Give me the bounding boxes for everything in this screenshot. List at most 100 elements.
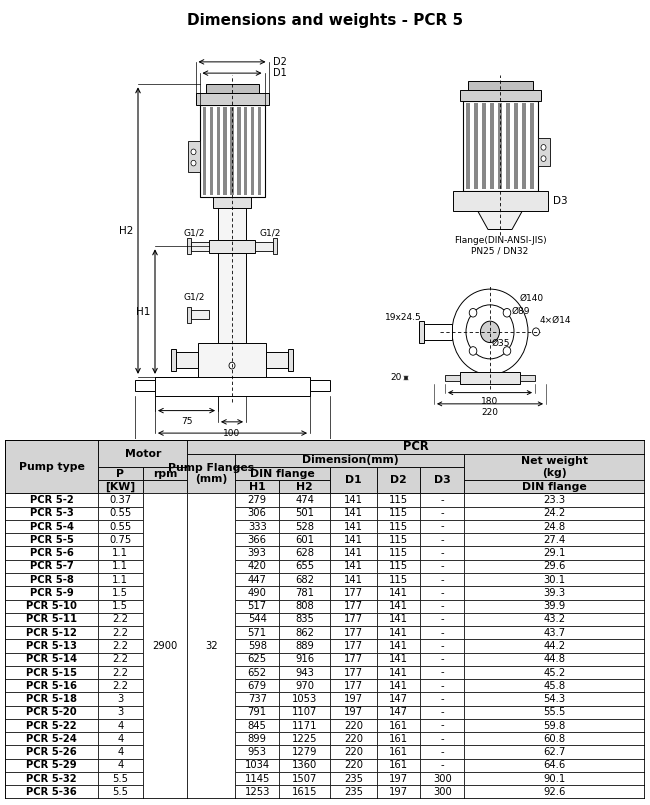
Bar bbox=[187, 559, 235, 573]
Bar bbox=[463, 101, 538, 192]
Bar bbox=[235, 547, 279, 559]
Bar bbox=[5, 745, 98, 759]
Text: 177: 177 bbox=[344, 588, 363, 598]
Bar bbox=[98, 467, 143, 480]
Bar bbox=[330, 692, 377, 706]
Bar bbox=[465, 533, 645, 547]
Bar bbox=[98, 639, 143, 653]
Bar bbox=[200, 105, 265, 197]
Text: 1615: 1615 bbox=[292, 787, 317, 797]
Bar bbox=[5, 467, 98, 480]
Text: D3: D3 bbox=[434, 475, 450, 485]
Bar bbox=[465, 480, 645, 493]
Text: 1.1: 1.1 bbox=[112, 575, 128, 584]
Bar bbox=[143, 533, 187, 547]
Bar bbox=[187, 453, 235, 467]
Text: 39.3: 39.3 bbox=[543, 588, 566, 598]
Bar bbox=[5, 772, 98, 786]
Text: 0.37: 0.37 bbox=[109, 495, 131, 505]
Bar bbox=[5, 453, 98, 467]
Text: 141: 141 bbox=[389, 654, 408, 664]
Bar bbox=[187, 440, 645, 453]
Bar bbox=[5, 719, 98, 733]
Bar bbox=[187, 786, 235, 799]
Bar bbox=[421, 706, 465, 719]
Bar bbox=[5, 639, 98, 653]
Text: 30.1: 30.1 bbox=[543, 575, 566, 584]
Bar bbox=[377, 600, 421, 613]
Text: 177: 177 bbox=[344, 681, 363, 691]
Text: PCR 5-3: PCR 5-3 bbox=[30, 508, 73, 518]
Bar bbox=[465, 467, 645, 480]
Bar bbox=[98, 745, 143, 759]
Bar bbox=[143, 506, 187, 520]
Text: 598: 598 bbox=[248, 641, 266, 651]
Bar bbox=[279, 480, 330, 493]
Bar bbox=[377, 666, 421, 679]
Text: PCR 5-12: PCR 5-12 bbox=[26, 628, 77, 638]
Bar bbox=[419, 320, 424, 343]
Bar bbox=[279, 626, 330, 639]
Text: 45.8: 45.8 bbox=[543, 681, 566, 691]
Text: DIN flange: DIN flange bbox=[522, 481, 587, 492]
Bar bbox=[465, 786, 645, 799]
Text: 141: 141 bbox=[224, 440, 241, 449]
Bar bbox=[514, 104, 518, 189]
Bar bbox=[330, 653, 377, 666]
Bar bbox=[143, 453, 187, 467]
Bar bbox=[538, 138, 549, 167]
Text: 161: 161 bbox=[389, 720, 408, 731]
Text: Dimensions and weights - PCR 5: Dimensions and weights - PCR 5 bbox=[187, 14, 463, 28]
Bar bbox=[143, 480, 187, 493]
Bar bbox=[377, 480, 421, 493]
Text: 20: 20 bbox=[391, 374, 402, 382]
Bar bbox=[330, 613, 377, 626]
Text: Ø89: Ø89 bbox=[512, 307, 530, 316]
Bar bbox=[5, 733, 98, 745]
Bar bbox=[522, 104, 526, 189]
Text: -: - bbox=[441, 761, 444, 770]
Bar bbox=[377, 533, 421, 547]
Bar bbox=[5, 600, 98, 613]
Text: 306: 306 bbox=[248, 508, 266, 518]
Text: 333: 333 bbox=[248, 522, 266, 531]
Circle shape bbox=[229, 362, 235, 369]
Bar bbox=[98, 653, 143, 666]
Text: H2: H2 bbox=[118, 225, 133, 236]
Text: Ø140: Ø140 bbox=[520, 294, 544, 303]
Text: 27.4: 27.4 bbox=[543, 535, 566, 545]
Text: 220: 220 bbox=[344, 734, 363, 744]
Text: H1: H1 bbox=[136, 307, 150, 316]
Bar bbox=[465, 666, 645, 679]
Text: 528: 528 bbox=[295, 522, 314, 531]
Bar bbox=[135, 380, 155, 391]
Text: -: - bbox=[441, 681, 444, 691]
Bar bbox=[465, 480, 645, 493]
Text: 29.6: 29.6 bbox=[543, 561, 566, 572]
Text: 682: 682 bbox=[295, 575, 314, 584]
Text: D1: D1 bbox=[345, 475, 362, 485]
Bar bbox=[465, 453, 645, 467]
Bar bbox=[143, 745, 187, 759]
Bar bbox=[421, 520, 465, 533]
Bar bbox=[330, 666, 377, 679]
Text: 24.2: 24.2 bbox=[543, 508, 566, 518]
Text: 4: 4 bbox=[117, 747, 124, 758]
Bar bbox=[330, 506, 377, 520]
Bar bbox=[330, 719, 377, 733]
Bar bbox=[235, 533, 279, 547]
Bar bbox=[421, 493, 465, 506]
Text: 147: 147 bbox=[389, 694, 408, 704]
Bar bbox=[187, 733, 235, 745]
Text: 141: 141 bbox=[389, 628, 408, 638]
Text: 141: 141 bbox=[389, 667, 408, 678]
Text: 161: 161 bbox=[389, 747, 408, 758]
Text: PCR 5-29: PCR 5-29 bbox=[26, 761, 77, 770]
Bar bbox=[465, 613, 645, 626]
Text: 44.8: 44.8 bbox=[543, 654, 566, 664]
Bar bbox=[98, 440, 187, 467]
Bar bbox=[330, 733, 377, 745]
Bar bbox=[143, 573, 187, 586]
Text: 3: 3 bbox=[117, 694, 124, 704]
Bar bbox=[421, 733, 465, 745]
